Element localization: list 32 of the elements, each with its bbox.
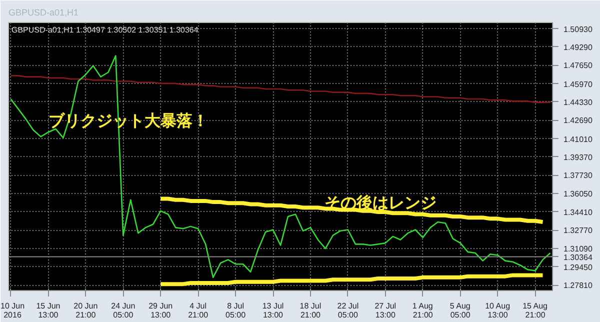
x-tick-label: 29 Jun 13:00: [148, 302, 173, 320]
ref-line-label: 1.30364: [564, 252, 593, 262]
y-tick-label: 1.32770: [564, 226, 593, 236]
y-tick-label: 1.29450: [564, 262, 593, 272]
chart-subtitle: GBPUSD-a01,H1 1.30497 1.30502 1.30351 1.30364: [12, 26, 199, 34]
y-tick-label: 1.27810: [564, 281, 593, 290]
x-tick-label: 4 Jul 21:00: [188, 302, 209, 320]
y-tick-label: 1.44330: [564, 98, 593, 107]
y-tick-label: 1.45970: [564, 80, 593, 89]
x-tick-label: 18 Jul 21:00: [300, 302, 322, 320]
x-tick-label: 1 Aug 21:00: [412, 302, 434, 320]
y-tick-label: 1.50930: [564, 24, 593, 34]
y-tick-label: 1.37730: [564, 171, 593, 180]
y-tick-label: 1.31090: [564, 244, 593, 254]
y-tick-label: 1.39370: [564, 152, 593, 162]
y-tick-label: 1.36050: [564, 190, 593, 199]
x-tick-label: 22 Jul 05:00: [337, 302, 359, 320]
y-tick-label: 1.42690: [564, 116, 593, 126]
x-tick-label: 10 Aug 13:00: [485, 302, 510, 320]
x-tick-label: 5 Aug 05:00: [450, 302, 471, 320]
y-tick-label: 1.41010: [564, 134, 593, 144]
x-tick-label: 15 Aug 21:00: [522, 302, 548, 320]
y-tick-label: 1.34410: [564, 208, 593, 217]
x-tick-label: 20 Jun 21:00: [74, 302, 98, 320]
x-tick-label: 27 Jul 13:00: [374, 302, 396, 320]
x-tick-label: 10 Jun 2016: [0, 302, 25, 320]
x-tick-label: 8 Jul 05:00: [226, 302, 246, 320]
x-tick-label: 13 Jul 13:00: [262, 302, 284, 320]
x-tick-label: 24 Jun 05:00: [111, 302, 136, 320]
y-tick-label: 1.47650: [564, 61, 593, 70]
y-tick-label: 1.49290: [564, 42, 593, 52]
x-tick-label: 15 Jun 13:00: [36, 302, 60, 320]
